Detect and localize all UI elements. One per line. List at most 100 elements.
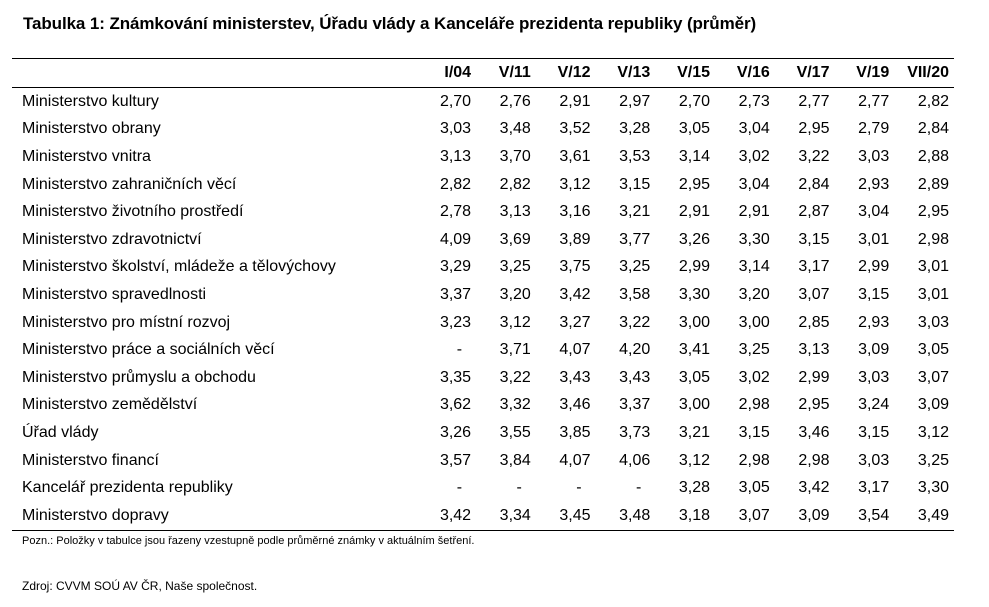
value-cell: 3,05 (917, 341, 949, 359)
value-cell: 3,01 (858, 230, 890, 248)
value-cell: 2,89 (917, 175, 949, 193)
value-cell: 3,04 (858, 203, 890, 221)
value-cell: 4,06 (619, 451, 651, 469)
table-row: Kancelář prezidenta republiky - - - - 3,28 3,0… (12, 474, 954, 502)
table-row: Ministerstvo zemědělství 3,62 3,32 3,46 3,37… (12, 392, 954, 420)
value-cell: 2,93 (858, 175, 890, 193)
value-cell: 3,43 (559, 368, 591, 386)
value-cell: 3,25 (917, 451, 949, 469)
value-cell: 4,20 (619, 341, 651, 359)
row-label: Ministerstvo průmyslu a obchodu (22, 368, 256, 386)
column-header: V/16 (715, 58, 775, 88)
value-cell: 2,70 (678, 92, 711, 110)
value-cell: 3,46 (559, 396, 591, 414)
value-cell: 2,85 (798, 313, 830, 331)
value-cell: 3,09 (917, 396, 949, 414)
value-cell: 3,00 (678, 313, 711, 331)
value-cell: 2,77 (858, 92, 890, 110)
value-cell: 3,00 (678, 396, 711, 414)
value-cell: 2,91 (678, 203, 711, 221)
value-cell: 3,41 (678, 341, 711, 359)
value-cell: 2,82 (439, 175, 472, 193)
value-cell: 3,23 (439, 313, 472, 331)
value-cell: 3,14 (738, 258, 770, 276)
column-header: V/17 (774, 58, 835, 88)
value-cell: 3,34 (476, 501, 536, 531)
value-cell: 3,04 (738, 175, 770, 193)
value-cell: 3,05 (738, 479, 770, 497)
value-cell: 3,09 (774, 501, 835, 531)
value-cell: 2,95 (917, 203, 949, 221)
table-header: I/04 V/11 V/12 V/13 V/15 V/16 V/17 V/19 VII/20 (12, 58, 954, 88)
value-cell: 3,89 (559, 230, 591, 248)
table-row: Ministerstvo financí 3,57 3,84 4,07 4,06 3,12… (12, 447, 954, 475)
value-cell: 3,04 (738, 120, 770, 138)
value-cell: 2,97 (619, 92, 651, 110)
value-cell: 2,98 (798, 451, 830, 469)
value-cell: - (516, 479, 522, 497)
value-cell: 3,46 (798, 423, 830, 441)
value-cell: 2,95 (678, 175, 711, 193)
header-empty-cell (12, 58, 417, 88)
value-cell: 3,21 (678, 423, 711, 441)
value-cell: 2,82 (499, 175, 531, 193)
value-cell: 3,07 (917, 368, 949, 386)
value-cell: 2,87 (798, 203, 830, 221)
value-cell: 3,17 (858, 479, 890, 497)
table-row: Ministerstvo práce a sociálních věcí - 3,7… (12, 336, 954, 364)
column-header: V/15 (655, 58, 716, 88)
value-cell: - (576, 479, 582, 497)
value-cell: 3,02 (738, 147, 770, 165)
value-cell: 3,35 (439, 368, 472, 386)
value-cell: 3,42 (559, 285, 591, 303)
value-cell: 3,00 (738, 313, 770, 331)
value-cell: 3,03 (439, 120, 472, 138)
table-row: Ministerstvo průmyslu a obchodu 3,35 3,22 3… (12, 364, 954, 392)
value-cell: 2,88 (917, 147, 949, 165)
value-cell: 3,13 (798, 341, 830, 359)
value-cell: 3,75 (559, 258, 591, 276)
value-cell: 3,42 (798, 479, 830, 497)
value-cell: 3,48 (595, 501, 656, 531)
value-cell: 2,70 (439, 92, 472, 110)
value-cell: 3,15 (738, 423, 770, 441)
value-cell: 2,98 (738, 451, 770, 469)
value-cell: 3,03 (858, 147, 890, 165)
value-cell: 3,22 (798, 147, 830, 165)
value-cell: 3,12 (678, 451, 711, 469)
value-cell: 2,78 (439, 203, 472, 221)
value-cell: 2,98 (738, 396, 770, 414)
value-cell: 3,14 (678, 147, 711, 165)
value-cell: 3,58 (619, 285, 651, 303)
value-cell: 2,84 (798, 175, 830, 193)
value-cell: 3,22 (619, 313, 651, 331)
row-label: Ministerstvo vnitra (22, 147, 151, 165)
value-cell: 3,02 (738, 368, 770, 386)
table-row: Ministerstvo zahraničních věcí 2,82 2,82 3,… (12, 171, 954, 199)
value-cell: 3,45 (535, 501, 596, 531)
value-cell: 3,24 (858, 396, 890, 414)
value-cell: 3,22 (499, 368, 531, 386)
value-cell: 3,61 (559, 147, 591, 165)
header-row: I/04 V/11 V/12 V/13 V/15 V/16 V/17 V/19 VII/20 (12, 58, 954, 88)
value-cell: 3,01 (917, 285, 949, 303)
value-cell: 3,09 (858, 341, 890, 359)
value-cell: 2,95 (798, 396, 830, 414)
table-row: Ministerstvo vnitra 3,13 3,70 3,61 3,53 3,14 3… (12, 143, 954, 171)
value-cell: 3,12 (559, 175, 591, 193)
value-cell: 2,98 (917, 230, 949, 248)
value-cell: 3,01 (917, 258, 949, 276)
value-cell: 3,37 (439, 285, 472, 303)
table-body: Ministerstvo kultury 2,70 2,76 2,91 2,97 2,70… (12, 88, 954, 531)
table-note: Pozn.: Položky v tabulce jsou řazeny vze… (22, 535, 475, 547)
value-cell: 2,99 (858, 258, 890, 276)
table-row: Úřad vlády 3,26 3,55 3,85 3,73 3,21 3,15 3,46 3,… (12, 419, 954, 447)
table-row: Ministerstvo dopravy 3,42 3,34 3,45 3,48 3,18… (12, 501, 954, 531)
value-cell: 2,91 (738, 203, 770, 221)
table-row: Ministerstvo spravedlnosti 3,37 3,20 3,42 3,… (12, 281, 954, 309)
row-label: Úřad vlády (22, 423, 99, 441)
table-title: Tabulka 1: Známkování ministerstev, Úřad… (23, 14, 757, 33)
value-cell: 2,84 (917, 120, 949, 138)
value-cell: 3,53 (619, 147, 651, 165)
value-cell: 4,09 (439, 230, 472, 248)
